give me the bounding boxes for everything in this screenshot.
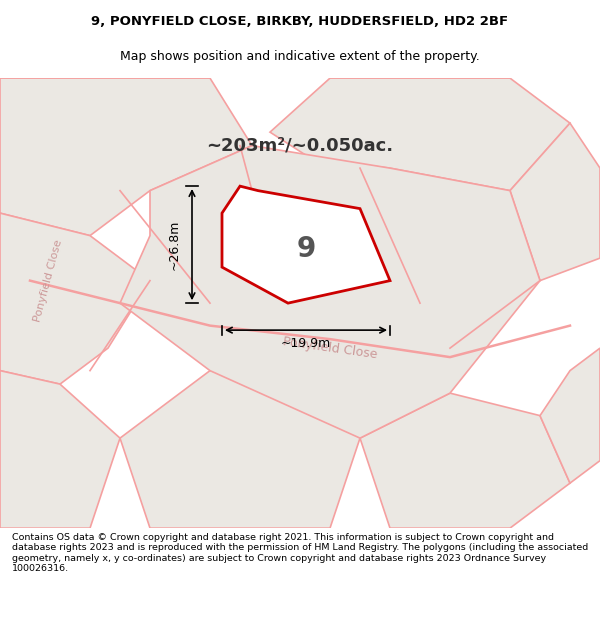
Polygon shape bbox=[120, 371, 360, 528]
Polygon shape bbox=[0, 371, 120, 528]
Polygon shape bbox=[0, 78, 252, 236]
Text: Contains OS data © Crown copyright and database right 2021. This information is : Contains OS data © Crown copyright and d… bbox=[12, 533, 588, 573]
Text: 9, PONYFIELD CLOSE, BIRKBY, HUDDERSFIELD, HD2 2BF: 9, PONYFIELD CLOSE, BIRKBY, HUDDERSFIELD… bbox=[91, 16, 509, 28]
Text: Ponyfield Close: Ponyfield Close bbox=[282, 335, 378, 361]
Text: ~26.8m: ~26.8m bbox=[167, 219, 181, 270]
Polygon shape bbox=[270, 78, 570, 191]
Text: Map shows position and indicative extent of the property.: Map shows position and indicative extent… bbox=[120, 50, 480, 62]
Polygon shape bbox=[360, 393, 570, 528]
Polygon shape bbox=[0, 213, 150, 384]
Text: Ponyfield Close: Ponyfield Close bbox=[32, 238, 64, 323]
Polygon shape bbox=[222, 186, 390, 303]
Polygon shape bbox=[540, 348, 600, 483]
Polygon shape bbox=[120, 146, 540, 438]
Polygon shape bbox=[510, 123, 600, 281]
Text: ~203m²/~0.050ac.: ~203m²/~0.050ac. bbox=[206, 137, 394, 154]
Text: 9: 9 bbox=[296, 235, 316, 263]
Text: ~19.9m: ~19.9m bbox=[281, 337, 331, 350]
